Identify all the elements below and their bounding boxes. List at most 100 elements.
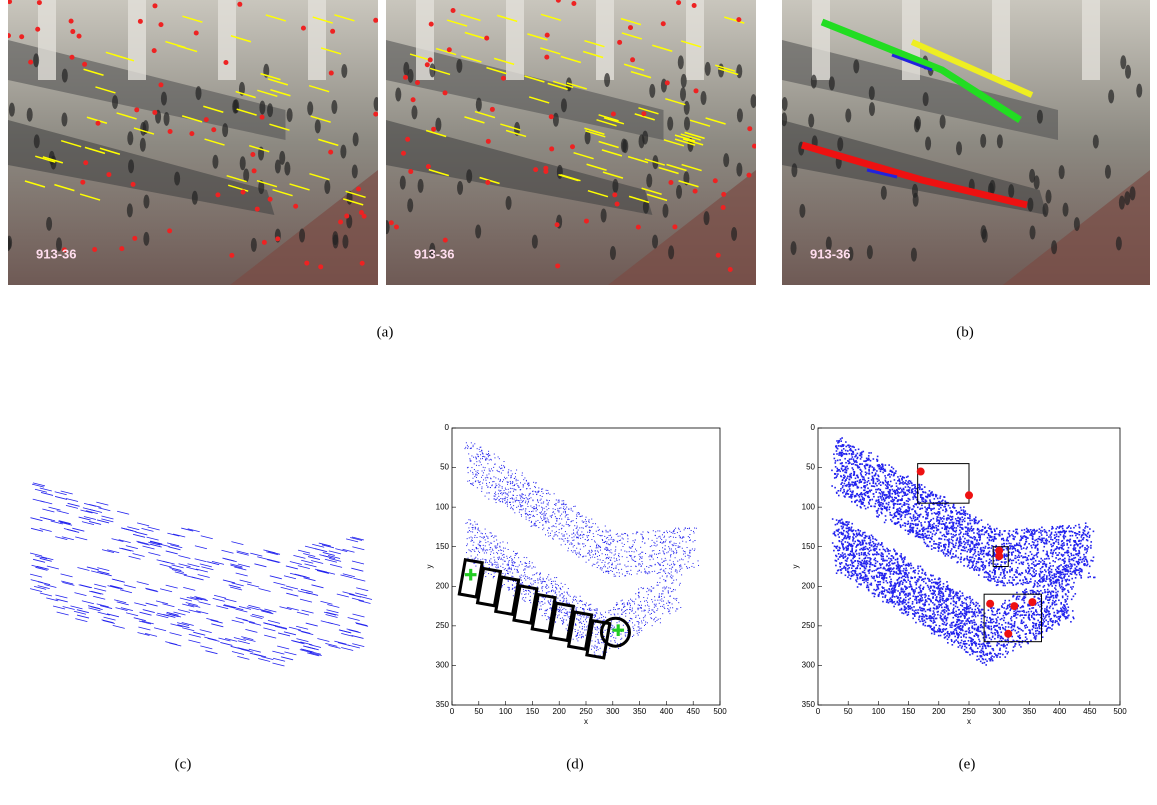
scatter-dot: [910, 523, 912, 525]
scatter-dot: [513, 561, 514, 562]
scatter-dot: [520, 504, 521, 505]
scatter-dot: [482, 483, 483, 484]
feature-point: [96, 121, 101, 126]
scatter-dot: [650, 546, 651, 547]
scatter-dot: [513, 595, 514, 596]
scatter-dot: [480, 545, 481, 546]
scatter-dot: [523, 498, 524, 499]
scatter-dot: [924, 578, 926, 580]
scatter-dot: [623, 612, 624, 613]
feature-point: [82, 62, 87, 67]
scatter-dot: [587, 617, 588, 618]
scatter-dot: [678, 602, 679, 603]
scatter-dot: [572, 602, 573, 603]
scatter-dot: [482, 549, 483, 550]
scatter-dot: [645, 573, 646, 574]
scatter-dot: [584, 629, 585, 630]
flow-vector: [290, 562, 302, 565]
scatter-dot: [609, 610, 610, 611]
person: [612, 179, 618, 193]
scatter-dot: [904, 594, 906, 596]
scatter-dot: [899, 609, 901, 611]
scatter-dot: [660, 542, 661, 543]
scatter-dot: [1010, 543, 1012, 545]
scatter-dot: [604, 536, 605, 537]
feature-point: [485, 180, 490, 185]
scatter-dot: [581, 637, 582, 638]
scatter-dot: [554, 493, 555, 494]
scatter-dot: [1002, 654, 1004, 656]
scatter-dot: [656, 604, 657, 605]
feature-point: [275, 236, 280, 241]
scatter-dot: [613, 539, 614, 540]
flow-vector: [272, 663, 284, 666]
scatter-dot: [666, 603, 667, 604]
scatter-dot: [1003, 557, 1005, 559]
scatter-dot: [519, 509, 520, 510]
scatter-dot: [948, 505, 950, 507]
scatter-dot: [671, 572, 672, 573]
scatter-dot: [469, 458, 470, 459]
scatter-dot: [1080, 557, 1082, 559]
scatter-dot: [517, 495, 518, 496]
scatter-dot: [523, 494, 524, 495]
scatter-dot: [563, 619, 564, 620]
person: [791, 241, 797, 255]
scatter-dot: [676, 598, 677, 599]
scatter-dot: [580, 516, 581, 517]
scatter-dot: [690, 550, 691, 551]
scatter-dot: [536, 504, 537, 505]
scatter-dot: [660, 578, 661, 579]
scatter-dot: [631, 574, 632, 575]
scatter-dot: [535, 582, 536, 583]
flow-vector: [166, 585, 178, 588]
scatter-dot: [524, 572, 525, 573]
scatter-dot: [638, 597, 639, 598]
scatter-dot: [576, 516, 577, 517]
scatter-dot: [489, 492, 490, 493]
feature-point: [484, 36, 489, 41]
scatter-dot: [510, 482, 511, 483]
scatter-dot: [660, 569, 661, 570]
scatter-dot: [482, 533, 483, 534]
scatter-dot: [575, 636, 576, 637]
scatter-dot: [665, 573, 666, 574]
scatter-dot: [517, 485, 518, 486]
person: [981, 225, 987, 239]
scatter-dot: [591, 649, 592, 650]
scatter-dot: [541, 587, 542, 588]
scatter-dot: [577, 633, 578, 634]
scatter-dot: [505, 568, 506, 569]
scatter-dot: [905, 597, 907, 599]
scatter-dot: [523, 591, 524, 592]
scatter-dot: [862, 451, 864, 453]
feature-point: [359, 210, 364, 215]
scatter-dot: [643, 597, 644, 598]
scatter-dot: [560, 594, 561, 595]
feature-point: [752, 144, 757, 149]
scatter-dot: [504, 575, 505, 576]
scatter-dot: [471, 556, 472, 557]
person: [914, 118, 920, 132]
scatter-dot: [515, 566, 516, 567]
scatter-dot: [922, 618, 924, 620]
scatter-dot: [867, 578, 869, 580]
scatter-dot: [964, 518, 966, 520]
scatter-dot: [606, 558, 607, 559]
scatter-dot: [526, 480, 527, 481]
scatter-dot: [664, 561, 665, 562]
scatter-dot: [514, 557, 515, 558]
scatter-dot: [567, 542, 568, 543]
scatter-dot: [1013, 530, 1015, 532]
scatter-dot: [673, 545, 674, 546]
scatter-dot: [968, 606, 970, 608]
scatter-dot: [574, 525, 575, 526]
scatter-dot: [648, 590, 649, 591]
person: [684, 101, 690, 115]
scatter-dot: [969, 596, 971, 598]
flow-vector: [207, 562, 219, 565]
scatter-dot: [608, 573, 609, 574]
scatter-dot: [521, 506, 522, 507]
scatter-dot: [498, 478, 499, 479]
scatter-dot: [1003, 628, 1005, 630]
